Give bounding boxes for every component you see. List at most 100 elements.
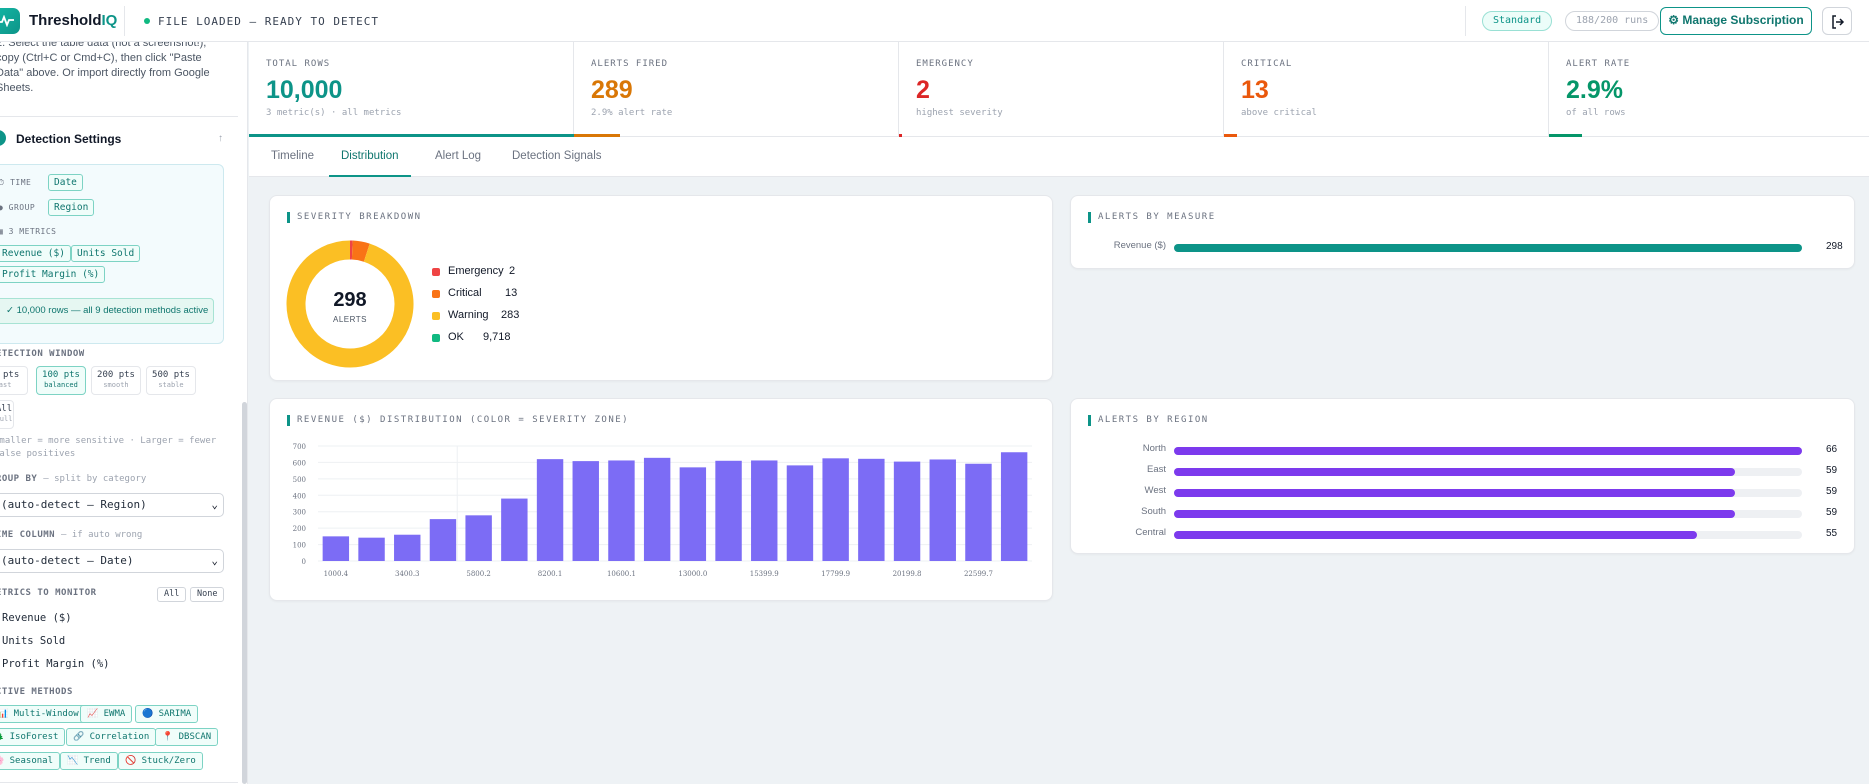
- manage-subscription-button[interactable]: ⚙ Manage Subscription: [1660, 7, 1812, 35]
- histogram-bar[interactable]: [429, 519, 457, 561]
- kpi-bar: [249, 134, 574, 137]
- histogram-bar[interactable]: [858, 458, 885, 561]
- x-tick-label: 1000.4: [324, 570, 349, 578]
- window-option[interactable]: 200 pts smooth: [91, 366, 141, 395]
- y-tick-label: 500: [293, 476, 306, 484]
- bar-fill[interactable]: [1174, 447, 1802, 455]
- metric-chip: Units Sold: [71, 245, 141, 262]
- kpi-alert-rate: ALERT RATE 2.9% of all rows: [1549, 42, 1869, 137]
- card-title: SEVERITY BREAKDOWN: [287, 212, 422, 223]
- donut-slice-warning[interactable]: [286, 240, 414, 368]
- kpi-value: 289: [591, 76, 633, 104]
- chevron-down-icon: ⌄: [211, 554, 218, 567]
- metric-checkbox-item[interactable]: Revenue ($): [2, 612, 72, 624]
- method-chip[interactable]: 🌲 IsoForest: [0, 728, 66, 746]
- group-by-select[interactable]: (auto-detect — Region) ⌄: [0, 493, 224, 517]
- kpi-label: CRITICAL: [1241, 59, 1293, 69]
- alerts-by-region-card: ALERTS BY REGION North 66 East 59 West 59 Sout…: [1070, 398, 1855, 554]
- histogram-bar[interactable]: [501, 498, 528, 561]
- histogram-bar[interactable]: [1000, 452, 1028, 561]
- x-tick-label: 22599.7: [964, 570, 993, 578]
- logout-button[interactable]: [1822, 7, 1852, 35]
- kpi-sub: above critical: [1241, 108, 1317, 118]
- histogram-bar[interactable]: [715, 460, 742, 561]
- bar-fill[interactable]: [1174, 244, 1802, 252]
- bar-fill[interactable]: [1174, 489, 1736, 497]
- kpi-label: EMERGENCY: [916, 59, 974, 69]
- chevron-down-icon: ⌄: [211, 498, 218, 511]
- donut-slice-critical[interactable]: [351, 240, 370, 262]
- select-none-button[interactable]: None: [190, 587, 225, 602]
- method-chip[interactable]: 📊 Multi-Window: [0, 705, 86, 723]
- x-tick-label: 5800.2: [466, 570, 491, 578]
- collapse-icon[interactable]: ↑: [218, 133, 223, 144]
- histogram-bar[interactable]: [751, 460, 778, 561]
- header-divider: [1465, 6, 1466, 36]
- bar-track: [1174, 447, 1802, 455]
- histogram-bar[interactable]: [965, 463, 992, 561]
- kpi-value: 2.9%: [1566, 76, 1623, 104]
- group-chip: Region: [48, 199, 95, 216]
- kpi-sub: 3 metric(s) · all metrics: [266, 108, 402, 118]
- detection-settings-title[interactable]: Detection Settings: [16, 132, 122, 146]
- window-option[interactable]: 100 pts balanced: [36, 366, 86, 395]
- app-header: ThresholdIQ FILE LOADED — READY TO DETEC…: [0, 0, 1869, 42]
- histogram-bar[interactable]: [893, 461, 921, 561]
- tab-detection-signals[interactable]: Detection Signals: [512, 150, 602, 162]
- metric-checkbox-item[interactable]: Profit Margin (%): [2, 658, 110, 670]
- alerts-by-measure-card: ALERTS BY MEASURE Revenue ($) 298: [1070, 195, 1855, 269]
- legend-swatch: [432, 268, 440, 276]
- histogram-bar[interactable]: [822, 458, 849, 561]
- window-option[interactable]: 50 ptsfast: [0, 366, 28, 395]
- histogram-bar[interactable]: [679, 467, 707, 561]
- legend-swatch: [432, 312, 440, 320]
- ready-note: ✓ 10,000 rows — all 9 detection methods …: [0, 298, 214, 324]
- method-chip[interactable]: 📉 Trend: [60, 752, 118, 770]
- window-label: DETECTION WINDOW: [0, 349, 85, 359]
- histogram-bar[interactable]: [643, 457, 671, 561]
- select-all-button[interactable]: All: [157, 587, 187, 602]
- bar-track: [1174, 468, 1802, 476]
- bar-fill[interactable]: [1174, 468, 1736, 476]
- x-tick-label: 13000.0: [678, 570, 707, 578]
- settings-icon: [0, 130, 6, 146]
- tab-distribution[interactable]: Distribution: [329, 137, 411, 177]
- logout-icon: [1832, 15, 1845, 29]
- y-tick-label: 600: [293, 459, 306, 467]
- histogram-bar[interactable]: [465, 515, 492, 561]
- bar-fill[interactable]: [1174, 510, 1736, 518]
- logo-icon: [0, 8, 20, 34]
- method-chip[interactable]: 📍 DBSCAN: [155, 728, 219, 746]
- active-methods-label: ACTIVE METHODS: [0, 687, 73, 697]
- histogram-bar[interactable]: [536, 459, 564, 561]
- histogram-bar[interactable]: [929, 459, 956, 561]
- histogram-bar[interactable]: [358, 537, 385, 561]
- method-chip[interactable]: 🌸 Seasonal: [0, 752, 60, 770]
- window-option[interactable]: Allfull: [0, 400, 14, 429]
- time-column-select[interactable]: (auto-detect — Date) ⌄: [0, 549, 224, 573]
- x-tick-label: 15399.9: [750, 570, 779, 578]
- window-option[interactable]: 500 pts stable: [146, 366, 196, 395]
- histogram-bar[interactable]: [608, 460, 635, 561]
- bar-fill[interactable]: [1174, 531, 1698, 539]
- kpi-sub: of all rows: [1566, 108, 1626, 118]
- method-chip[interactable]: 📈 EWMA: [80, 705, 133, 723]
- histogram-bar[interactable]: [786, 465, 814, 561]
- metric-checkbox-item[interactable]: Units Sold: [2, 635, 66, 647]
- brand-name: ThresholdIQ: [29, 12, 118, 29]
- histogram-bar[interactable]: [394, 534, 421, 561]
- divider: [0, 116, 238, 117]
- histogram-bar[interactable]: [572, 461, 599, 561]
- method-chip[interactable]: 🔵 SARIMA: [135, 705, 199, 723]
- bar-value: 59: [1826, 507, 1838, 518]
- window-hint: Smaller = more sensitive · Larger = fewe…: [0, 436, 217, 459]
- histogram-bar[interactable]: [322, 536, 350, 561]
- header-divider: [124, 6, 125, 36]
- tab-timeline[interactable]: Timeline: [271, 150, 315, 162]
- sidebar-scrollbar[interactable]: [242, 402, 247, 784]
- bar-track: [1174, 489, 1802, 497]
- group-label: ● GROUP: [0, 203, 36, 212]
- tab-alert-log[interactable]: Alert Log: [435, 150, 482, 162]
- method-chip[interactable]: 🔗 Correlation: [66, 728, 157, 746]
- method-chip[interactable]: 🚫 Stuck/Zero: [118, 752, 203, 770]
